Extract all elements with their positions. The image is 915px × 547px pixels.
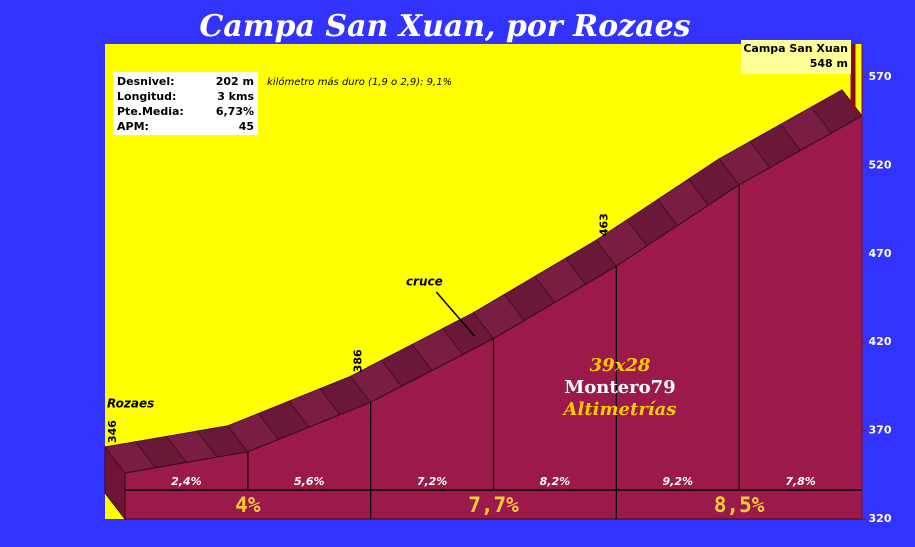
start-label: Rozaes xyxy=(107,397,154,411)
y-tick-label: 520 xyxy=(869,158,892,171)
segment-grade: 7,8% xyxy=(785,475,816,488)
y-tick-label: 320 xyxy=(869,512,892,525)
info-box xyxy=(113,72,258,135)
annotation: cruce xyxy=(406,275,443,289)
info-value: 202 m xyxy=(216,75,254,88)
elevation-label: 463 xyxy=(597,213,610,236)
km-grade: 7,7% xyxy=(468,493,519,517)
segment-grade: 5,6% xyxy=(294,475,325,488)
segment-grade: 2,4% xyxy=(171,475,202,488)
info-value: 45 xyxy=(239,120,254,133)
elevation-label: 386 xyxy=(352,349,365,372)
end-label: Campa San Xuan xyxy=(743,42,848,55)
km-grade: 8,5% xyxy=(714,493,765,517)
km-grade: 4% xyxy=(235,493,261,517)
credit: Altimetrías xyxy=(562,399,677,420)
credit: Montero79 xyxy=(564,377,675,398)
segment-grade: 7,2% xyxy=(417,475,448,488)
info-value: 3 kms xyxy=(217,90,254,103)
chart-title: Campa San Xuan, por Rozaes xyxy=(199,9,690,44)
elevation-label: 346 xyxy=(106,420,119,443)
info-key: Pte.Media: xyxy=(117,105,184,118)
info-key: Desnivel: xyxy=(117,75,175,88)
segment-grade: 9,2% xyxy=(662,475,693,488)
end-elevation: 548 m xyxy=(810,57,848,70)
credit: 39x28 xyxy=(590,355,651,376)
info-key: APM: xyxy=(117,120,149,133)
y-tick-label: 420 xyxy=(869,335,892,348)
y-tick-label: 570 xyxy=(869,70,892,83)
note: kilómetro más duro (1,9 o 2,9): 9,1% xyxy=(267,76,452,88)
annotation-line xyxy=(435,291,475,337)
y-tick-label: 370 xyxy=(869,424,892,437)
segment-grade: 8,2% xyxy=(540,475,571,488)
flag xyxy=(741,40,851,74)
y-tick-label: 470 xyxy=(869,247,892,260)
info-value: 6,73% xyxy=(216,105,254,118)
info-key: Longitud: xyxy=(117,90,176,103)
